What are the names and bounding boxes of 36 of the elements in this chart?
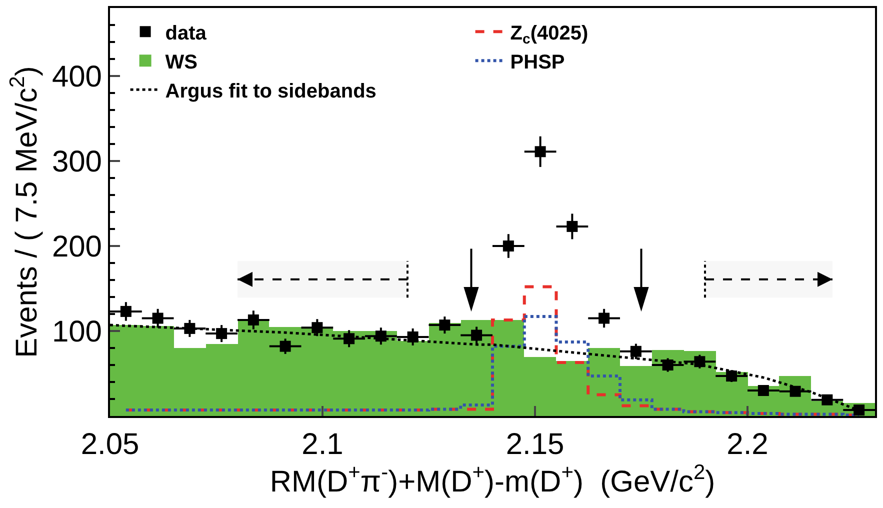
legend-label: Z$_{c}$(4025) [510, 22, 588, 47]
x-tick-label: 2.05 [80, 428, 140, 461]
point [344, 333, 355, 344]
y-tick-label: 400 [52, 60, 102, 94]
point [184, 322, 196, 334]
point [630, 346, 642, 357]
legend-label: WS [165, 51, 198, 74]
point [502, 240, 514, 252]
point [726, 370, 738, 382]
point [822, 394, 833, 406]
x-tick-label: 2.2 [726, 428, 768, 461]
text: RM(D$^{+}$π$^{-}$)+M(D$^{+}$)-m(D$^{+}$) (GeV/c$^{2}$) [270, 461, 716, 499]
point [439, 320, 450, 331]
point [375, 330, 386, 342]
point [566, 220, 578, 232]
point [598, 312, 610, 324]
point [407, 331, 418, 342]
point [758, 385, 769, 396]
point [280, 340, 291, 352]
point [120, 306, 132, 317]
point [312, 322, 323, 334]
y-tick-label: 200 [52, 230, 102, 264]
x-tick-label: 2.1 [302, 428, 344, 461]
y-tick-label: 300 [52, 146, 102, 178]
legend-label: PHSP [510, 51, 565, 74]
legend-label: Argus fit to sidebands [165, 80, 376, 102]
point [248, 314, 259, 326]
point [534, 146, 546, 158]
legend-label: data [165, 22, 208, 44]
y-tick-label: 100 [52, 316, 102, 348]
point [694, 356, 706, 368]
point [216, 328, 228, 340]
point [152, 312, 164, 324]
point [471, 330, 482, 341]
point [662, 360, 674, 370]
x-tick-label: 2.15 [506, 428, 564, 461]
